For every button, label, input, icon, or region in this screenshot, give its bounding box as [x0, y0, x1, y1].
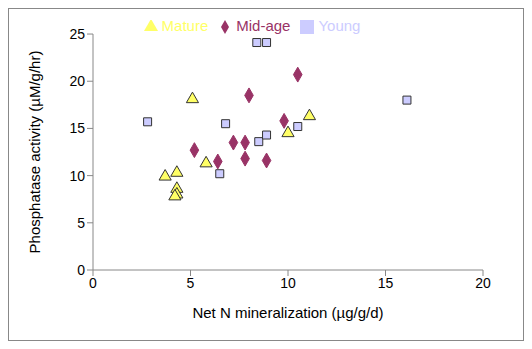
html-text:Mid-age: Mid-age [236, 17, 291, 34]
svg-text:15: 15 [69, 120, 85, 136]
svg-text:0: 0 [77, 262, 85, 278]
svg-text:0: 0 [89, 275, 97, 291]
svg-text:20: 20 [69, 73, 85, 89]
svg-text:5: 5 [77, 215, 85, 231]
svg-text:Phosphatase activity (µM/g/hr): Phosphatase activity (µM/g/hr) [26, 51, 43, 254]
svg-text:15: 15 [378, 275, 394, 291]
svg-text:10: 10 [69, 168, 85, 184]
svg-text:Net N mineralization (µg/g/d): Net N mineralization (µg/g/d) [192, 304, 383, 321]
svg-text:10: 10 [280, 275, 296, 291]
html-text:Mature: Mature [161, 17, 209, 34]
html-text:Young: Young [318, 17, 361, 34]
svg-text:20: 20 [475, 275, 491, 291]
svg-text:5: 5 [187, 275, 195, 291]
svg-text:25: 25 [69, 26, 85, 42]
